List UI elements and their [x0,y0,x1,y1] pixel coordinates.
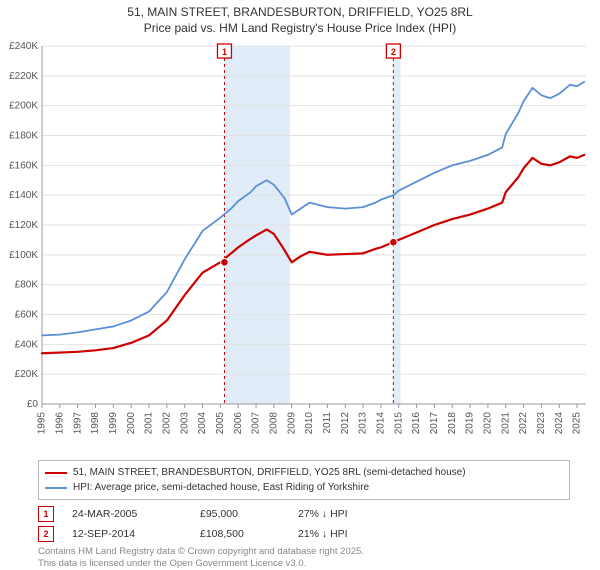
sale-date: 24-MAR-2005 [72,508,182,520]
svg-text:£200K: £200K [9,101,38,112]
svg-text:1995: 1995 [37,412,48,435]
sale-diff: 27% ↓ HPI [298,508,570,520]
svg-text:2: 2 [391,47,396,57]
legend-label: 51, MAIN STREET, BRANDESBURTON, DRIFFIEL… [73,465,466,480]
svg-text:2025: 2025 [572,412,583,435]
svg-text:2005: 2005 [215,412,226,435]
sale-marker-badge: 1 [38,506,54,522]
svg-text:2011: 2011 [322,412,333,434]
svg-text:£180K: £180K [9,131,38,142]
svg-text:2000: 2000 [126,412,137,435]
svg-text:2008: 2008 [269,412,280,435]
svg-text:£40K: £40K [15,340,39,351]
svg-text:2006: 2006 [233,412,244,435]
footer-line-1: Contains HM Land Registry data © Crown c… [38,546,570,558]
svg-text:2024: 2024 [554,412,565,435]
svg-text:2012: 2012 [340,412,351,435]
line-chart-svg: £0 £20K £40K £60K £80K £100K £120K £140K £160K £1… [0,36,600,454]
svg-text:£100K: £100K [9,250,38,261]
svg-text:2009: 2009 [286,412,297,435]
svg-text:£0: £0 [27,399,39,410]
svg-text:2022: 2022 [518,412,529,435]
svg-text:2023: 2023 [536,412,547,435]
svg-text:1997: 1997 [72,412,83,435]
svg-text:2017: 2017 [429,412,440,435]
svg-text:£160K: £160K [9,161,38,172]
svg-text:£240K: £240K [9,41,38,52]
chart-title: 51, MAIN STREET, BRANDESBURTON, DRIFFIEL… [0,0,600,36]
title-line-2: Price paid vs. HM Land Registry's House … [0,20,600,36]
svg-text:£120K: £120K [9,220,38,231]
sales-table: 1 24-MAR-2005 £95,000 27% ↓ HPI 2 12-SEP-2014… [38,504,570,544]
svg-text:2003: 2003 [179,412,190,435]
legend-swatch [45,472,67,474]
sale-marker-badge: 2 [38,526,54,542]
legend-label: HPI: Average price, semi-detached house,… [73,480,369,495]
legend-swatch [45,487,67,489]
svg-text:2013: 2013 [358,412,369,435]
chart-area: £0 £20K £40K £60K £80K £100K £120K £140K £160K £1… [0,36,600,456]
svg-text:1: 1 [222,47,227,57]
svg-text:£80K: £80K [15,280,39,291]
legend-item: HPI: Average price, semi-detached house,… [45,480,563,495]
sale-price: £95,000 [200,508,280,520]
legend: 51, MAIN STREET, BRANDESBURTON, DRIFFIEL… [38,460,570,500]
svg-text:2007: 2007 [251,412,262,435]
svg-text:2002: 2002 [161,412,172,435]
svg-text:£220K: £220K [9,71,38,82]
svg-text:2018: 2018 [447,412,458,435]
svg-text:2014: 2014 [376,412,387,435]
svg-text:2021: 2021 [500,412,511,435]
svg-text:2020: 2020 [483,412,494,435]
svg-text:£60K: £60K [15,310,39,321]
sale-price: £108,500 [200,528,280,540]
svg-text:1996: 1996 [54,412,65,435]
sale-date: 12-SEP-2014 [72,528,182,540]
sale-diff: 21% ↓ HPI [298,528,570,540]
svg-text:1999: 1999 [108,412,119,435]
sale-row: 2 12-SEP-2014 £108,500 21% ↓ HPI [38,524,570,544]
svg-text:2010: 2010 [304,412,315,435]
svg-text:2001: 2001 [144,412,155,435]
svg-text:1998: 1998 [90,412,101,435]
legend-item: 51, MAIN STREET, BRANDESBURTON, DRIFFIEL… [45,465,563,480]
svg-text:2015: 2015 [393,412,404,435]
svg-text:£140K: £140K [9,191,38,202]
sale-row: 1 24-MAR-2005 £95,000 27% ↓ HPI [38,504,570,524]
svg-text:2004: 2004 [197,412,208,435]
title-line-1: 51, MAIN STREET, BRANDESBURTON, DRIFFIEL… [0,4,600,20]
svg-text:£20K: £20K [15,370,39,381]
svg-text:2016: 2016 [411,412,422,435]
svg-text:2019: 2019 [465,412,476,435]
attribution-footer: Contains HM Land Registry data © Crown c… [38,546,570,570]
footer-line-2: This data is licensed under the Open Gov… [38,558,570,570]
